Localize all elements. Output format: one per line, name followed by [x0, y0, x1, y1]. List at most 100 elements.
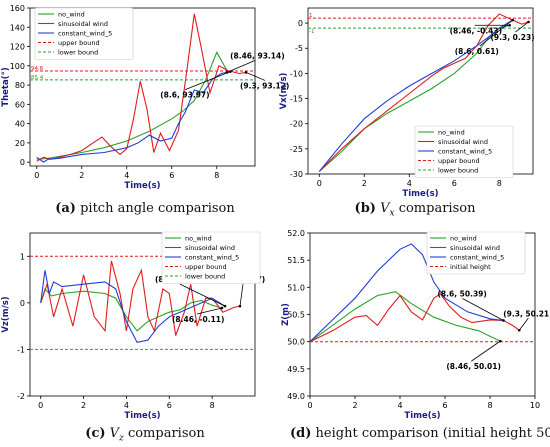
series-line-sinusoidal-wind — [40, 260, 241, 336]
legend-label: lower bound — [185, 273, 225, 281]
legend-label: upper bound — [58, 39, 100, 47]
legend-label: upper bound — [185, 263, 227, 271]
bound-label: 1 — [309, 13, 313, 19]
caption-a: (a) pitch angle comparison — [55, 201, 235, 216]
y-tick-label: -30 — [290, 170, 303, 179]
annotation-arrow — [226, 60, 256, 73]
series-line-sinusoidal-wind — [310, 293, 520, 343]
legend-label: no_wind — [185, 235, 212, 243]
annotation-point — [527, 20, 530, 24]
legend-label: constant_wind_5 — [58, 30, 112, 38]
annotation-arrow — [479, 19, 513, 47]
legend-label: constant_wind_5 — [450, 254, 504, 262]
plot-frame — [29, 7, 256, 167]
series-line-no-wind — [36, 51, 229, 160]
annotation-label: (8.6, 0.61) — [455, 47, 499, 56]
y-tick-label: 140 — [10, 23, 25, 32]
x-tick-label: 0 — [34, 171, 39, 180]
y-tick-label: -15 — [290, 95, 303, 104]
y-tick-label: 60 — [15, 100, 25, 109]
x-axis-label: Time(s) — [404, 411, 440, 421]
annotation-label: (9.3, 50.21) — [503, 309, 550, 318]
x-tick-label: 4 — [397, 401, 402, 410]
y-tick-label: 50.5 — [287, 311, 305, 320]
legend-label: sinusoidal wind — [58, 20, 108, 28]
legend-label: sinusoidal wind — [438, 138, 488, 146]
legend-box — [414, 125, 514, 178]
series-line-constant-wind-5 — [36, 71, 231, 163]
y-axis-label: Z(m) — [281, 303, 291, 326]
annotation-label: (8.6, 93.97) — [160, 91, 209, 100]
annotation-label: (8.46, -0.11) — [172, 315, 224, 324]
chart-panel-0: 0 2 4 6 8020406080100120140160Time(s)Theta(°… — [1, 4, 289, 191]
y-tick-label: -5 — [295, 44, 303, 53]
y-tick-label: 20 — [15, 139, 25, 148]
x-axis-label: Time(s) — [124, 181, 160, 191]
bound-label: -1 — [309, 29, 314, 35]
legend-label: upper bound — [438, 157, 480, 165]
y-axis-label: Vz(m/s) — [1, 296, 11, 332]
x-tick-label: 8 — [214, 171, 219, 180]
x-tick-label: 2 — [79, 171, 84, 180]
x-tick-label: 2 — [352, 401, 357, 410]
x-axis-label: Time(s) — [124, 411, 160, 421]
chart-panel-3: 0 2 4 6 8 10 49.0 49.5 50.0 50.5 51.0 51.5 52.0 Time(… — [281, 229, 550, 421]
y-tick-label: 120 — [10, 43, 25, 52]
legend-box — [161, 231, 261, 284]
annotation-label: (8.46, 93.14) — [230, 51, 285, 60]
y-axis-label: Vx(m/s) — [279, 72, 289, 109]
x-tick-label: 8 — [210, 401, 215, 410]
x-tick-label: 2 — [362, 179, 367, 188]
series-line-sinusoidal-wind — [318, 13, 529, 172]
annotation-label: (9.3, 0.23) — [491, 33, 535, 42]
series-line-constant-wind-5 — [310, 243, 504, 343]
annotation-arrow — [471, 340, 501, 362]
legend-label: no_wind — [450, 235, 477, 243]
y-tick-label: 0 — [20, 299, 25, 308]
annotation-label: (8.46, -0.43) — [450, 26, 502, 35]
annotation-point — [499, 339, 502, 343]
y-tick-label: 40 — [15, 120, 25, 129]
annotation-point — [244, 71, 248, 74]
x-tick-label: 6 — [169, 171, 174, 180]
x-axis-label: Time(s) — [402, 189, 438, 199]
annotation-label: (8.6, 50.39) — [438, 289, 487, 298]
annotation-arrow — [239, 284, 244, 307]
legend-label: lower bound — [58, 49, 98, 57]
legend-label: initial height — [450, 263, 491, 271]
legend-box — [34, 7, 134, 60]
series-line-constant-wind-5 — [40, 270, 226, 344]
y-tick-label: 49.0 — [287, 392, 305, 401]
y-tick-label: -2 — [17, 392, 25, 401]
legend-label: lower bound — [438, 167, 478, 175]
bound-label: 85.4 — [31, 75, 44, 81]
x-tick-label: 4 — [124, 401, 129, 410]
x-tick-label: 2 — [81, 401, 86, 410]
annotation-arrow — [518, 318, 529, 331]
annotation-point — [517, 328, 521, 332]
annotation-point — [223, 304, 227, 308]
annotation-arrow — [185, 71, 231, 90]
annotation-arrow — [515, 21, 529, 33]
y-tick-label: 160 — [10, 4, 25, 13]
x-tick-label: 6 — [452, 179, 457, 188]
annotation-label: (8.46, 50.01) — [446, 362, 501, 371]
y-tick-label: -25 — [290, 145, 303, 154]
y-tick-label: 1 — [20, 252, 25, 261]
annotation-arrow — [245, 72, 266, 81]
y-tick-label: 51.0 — [287, 283, 305, 292]
annotation-point — [502, 319, 505, 322]
caption-b: (b) Vx comparison — [354, 201, 476, 219]
y-tick-label: 80 — [15, 81, 25, 90]
annotation-point — [511, 18, 515, 22]
legend-label: constant_wind_5 — [438, 148, 492, 156]
x-tick-label: 0 — [38, 401, 43, 410]
legend-box — [426, 231, 526, 275]
annotation-arrow — [196, 307, 223, 315]
series-line-no-wind — [310, 291, 501, 343]
plot-frame — [29, 232, 256, 397]
x-tick-label: 0 — [317, 179, 322, 188]
annotation-point — [508, 23, 511, 27]
x-tick-label: 6 — [167, 401, 172, 410]
